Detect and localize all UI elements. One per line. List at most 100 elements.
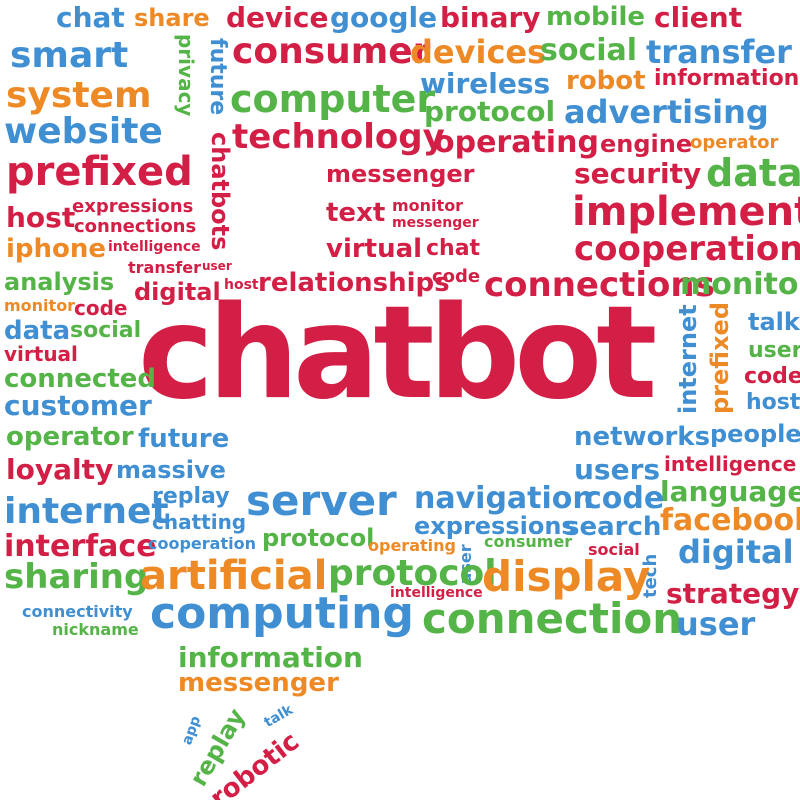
word: client: [654, 1, 743, 34]
word: protocol: [424, 95, 556, 128]
word: engine: [600, 130, 693, 158]
word: user: [748, 338, 800, 363]
word: host: [6, 201, 76, 234]
word: prefixed: [6, 149, 193, 195]
word: intelligence: [390, 585, 483, 601]
word: sharing: [4, 557, 149, 597]
word: operating: [368, 536, 456, 555]
word: privacy: [174, 34, 198, 117]
word: talk: [261, 702, 296, 731]
word: loyalty: [6, 453, 114, 486]
word: google: [330, 1, 438, 34]
word: mobile: [546, 2, 646, 32]
word: virtual: [326, 234, 423, 264]
word: future: [138, 424, 230, 454]
word: operating: [434, 125, 599, 160]
word: monitor: [392, 196, 464, 215]
word: smart: [10, 35, 129, 76]
word: host: [224, 277, 259, 293]
word: data: [706, 151, 800, 195]
word: consumer: [484, 532, 573, 551]
word: messenger: [392, 215, 479, 231]
word: share: [134, 4, 210, 32]
word: host: [746, 390, 800, 415]
word: devices: [410, 33, 547, 71]
word: device: [226, 1, 329, 34]
word: user: [202, 259, 232, 273]
word: security: [574, 157, 702, 190]
word: data: [4, 316, 71, 346]
word: consumer: [232, 31, 431, 72]
word: connections: [484, 265, 715, 305]
word: wireless: [420, 67, 551, 100]
word: information: [178, 641, 363, 674]
word-chatbot: chatbot: [138, 279, 657, 428]
word: display: [482, 552, 651, 601]
word: computing: [150, 588, 414, 639]
word: internet: [674, 304, 702, 414]
word: users: [574, 453, 661, 486]
word: social: [70, 318, 142, 343]
word: cooperation: [574, 229, 800, 269]
word: implement: [572, 189, 800, 235]
word: customer: [4, 389, 152, 422]
word: nickname: [52, 620, 139, 639]
word: robot: [566, 66, 646, 96]
word: expressions: [414, 512, 576, 540]
word: social: [540, 33, 638, 68]
word: monitor: [680, 267, 800, 302]
word: connectivity: [22, 602, 133, 621]
word: people: [710, 420, 800, 448]
word: facebook: [660, 503, 800, 538]
word: system: [6, 75, 152, 116]
word: internet: [4, 491, 169, 532]
word: replay: [152, 484, 230, 509]
word: operator: [6, 422, 134, 452]
word: server: [246, 476, 397, 525]
word: code: [584, 481, 665, 516]
word: iphone: [6, 234, 107, 264]
word: cooperation: [148, 534, 256, 553]
word: operator: [690, 132, 779, 153]
word: artificial: [140, 553, 328, 599]
word: information: [654, 66, 800, 91]
word: social: [588, 540, 640, 559]
word: protocol: [262, 524, 375, 552]
word: monitor: [4, 296, 76, 315]
word: messenger: [178, 668, 339, 698]
word: intelligence: [108, 239, 201, 255]
word: talk: [748, 308, 800, 336]
word: intelligence: [664, 452, 797, 476]
word: code: [432, 266, 481, 287]
word: chat: [426, 236, 481, 261]
word: text: [326, 198, 386, 228]
word: prefixed: [706, 301, 734, 414]
word: protocol: [328, 553, 497, 594]
word: advertising: [564, 93, 769, 131]
word: code: [744, 364, 800, 389]
word: search: [564, 512, 662, 542]
word: connections: [74, 216, 197, 237]
word: connection: [422, 594, 683, 643]
word: relationships: [258, 268, 450, 298]
word: analysis: [4, 268, 115, 296]
word: code: [74, 296, 128, 320]
word: digital: [134, 278, 221, 306]
word: expressions: [72, 196, 194, 217]
word: massive: [116, 456, 226, 484]
word: interface: [4, 529, 157, 564]
word: future: [205, 38, 230, 116]
word: binary: [440, 1, 541, 34]
word: digital: [678, 533, 794, 571]
word: language: [660, 475, 800, 508]
word: networks: [574, 422, 711, 452]
word: strategy: [666, 577, 800, 610]
word: user: [676, 605, 756, 643]
word: app: [179, 713, 205, 748]
word: messenger: [326, 160, 475, 188]
word: connected: [4, 364, 157, 394]
word: transfer: [646, 33, 792, 71]
word: transfer: [128, 258, 201, 277]
word: computer: [230, 77, 436, 121]
